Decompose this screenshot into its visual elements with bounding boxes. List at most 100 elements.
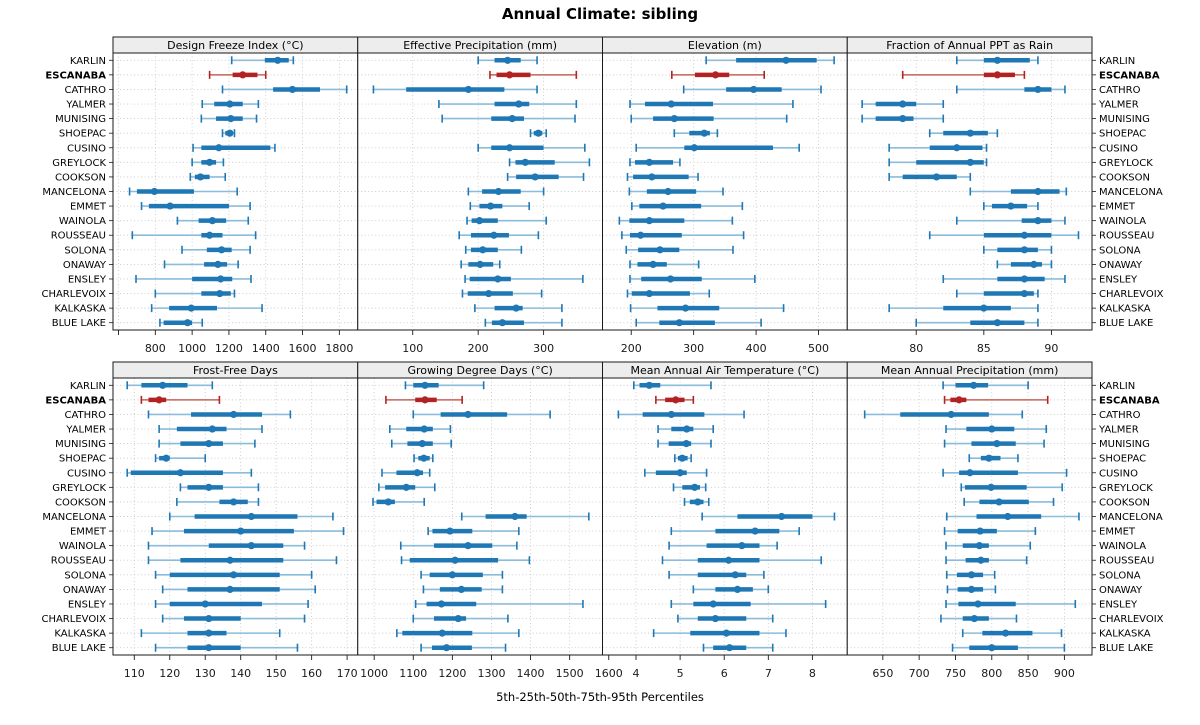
interval-munising: [657, 439, 712, 448]
median-dot: [676, 469, 684, 477]
median-dot: [421, 396, 429, 404]
interval-mancelona: [945, 512, 1080, 521]
interval-solona: [464, 245, 523, 254]
interval-yalmer: [629, 100, 794, 109]
x-tick-label: 8: [809, 667, 816, 680]
station-label-left: YALMER: [65, 425, 106, 436]
interval-charlevoix: [161, 614, 306, 623]
station-label-left: CHARLEVOIX: [41, 289, 106, 300]
station-label-right: BLUE LAKE: [1099, 643, 1153, 654]
interval-cusino: [381, 468, 431, 477]
median-dot: [176, 469, 184, 477]
x-tick-label: 650: [872, 667, 893, 680]
panel-frost-free-days: Frost-Free Days 110 120 130 140 150 160 170: [112, 361, 359, 680]
station-label-right: ONAWAY: [1099, 585, 1143, 596]
station-label-right: MANCELONA: [1099, 187, 1163, 198]
station-label-left: COOKSON: [55, 172, 106, 183]
interval-yalmer: [201, 100, 260, 109]
median-dot: [670, 115, 678, 123]
median-dot: [782, 56, 790, 64]
interval-charlevoix: [677, 614, 774, 623]
median-dot: [648, 173, 656, 181]
interval-cookson: [683, 497, 710, 506]
median-dot: [711, 614, 719, 623]
median-dot: [977, 556, 985, 564]
interval-cookson: [506, 172, 585, 181]
station-label-left: EMMET: [70, 202, 107, 213]
median-dot: [966, 129, 974, 137]
station-label-left: KARLIN: [70, 56, 106, 67]
median-dot: [993, 71, 1001, 79]
median-dot: [230, 571, 238, 579]
interval-escanaba: [140, 395, 221, 404]
median-dot: [464, 85, 472, 94]
interval-mancelona: [460, 512, 590, 521]
median-dot: [205, 440, 213, 448]
station-label-right: WAINOLA: [1099, 216, 1146, 227]
median-dot: [970, 614, 978, 623]
interval-shoepac: [154, 454, 207, 463]
station-label-left: ESCANABA: [45, 395, 106, 406]
x-tick-label: 130: [195, 667, 216, 680]
station-label-left: ROUSSEAU: [51, 556, 106, 567]
median-dot: [205, 644, 213, 652]
median-dot: [1001, 629, 1010, 637]
interval-onaway: [996, 260, 1053, 269]
median-dot: [230, 498, 238, 506]
interval-munising: [861, 114, 945, 123]
station-label-right: CHARLEVOIX: [1099, 289, 1164, 300]
median-dot: [237, 527, 245, 535]
interval-shoepac: [674, 454, 692, 463]
station-label-left: ENSLEY: [68, 599, 107, 610]
interval-escanaba: [489, 70, 578, 79]
interval-munising: [390, 439, 452, 448]
median-dot: [656, 246, 664, 254]
interval-solona: [420, 570, 504, 579]
interval-charlevoix: [154, 289, 236, 298]
median-dot: [464, 542, 472, 550]
panel-title: Effective Precipitation (mm): [403, 39, 557, 52]
panel-title: Mean Annual Air Temperature (°C): [631, 364, 820, 377]
interval-onaway: [946, 585, 997, 594]
median-dot: [420, 454, 428, 462]
median-dot: [486, 202, 495, 210]
panel-title: Growing Degree Days (°C): [407, 364, 552, 377]
median-dot: [494, 275, 502, 283]
station-label-left: SHOEPAC: [59, 454, 106, 465]
median-dot: [505, 144, 514, 152]
interval-ensley: [945, 599, 1077, 608]
interval-wainola: [955, 216, 1066, 225]
x-tick-label: 120: [159, 667, 180, 680]
interval-emmet: [670, 527, 800, 536]
station-label-left: MUNISING: [55, 439, 106, 450]
median-dot: [993, 440, 1001, 448]
x-tick-label: 750: [945, 667, 966, 680]
x-tick-label: 1000: [178, 342, 206, 355]
x-tick-label: 1600: [289, 342, 317, 355]
median-dot: [420, 425, 428, 433]
x-tick-label: 1800: [325, 342, 353, 355]
median-dot: [226, 100, 234, 108]
median-dot: [636, 231, 645, 239]
median-dot: [691, 483, 699, 491]
median-dot: [659, 202, 667, 210]
interval-cathro: [372, 85, 538, 94]
interval-emmet: [631, 202, 744, 211]
station-label-left: KALKASKA: [54, 304, 106, 315]
median-dot: [206, 231, 214, 239]
median-dot: [508, 115, 516, 123]
station-label-left: GREYLOCK: [52, 158, 106, 169]
interval-cathro: [863, 410, 1024, 419]
median-dot: [664, 187, 672, 196]
x-tick-label: 400: [746, 342, 767, 355]
median-dot: [731, 571, 739, 579]
station-label-right: ROUSSEAU: [1099, 231, 1154, 242]
median-dot: [155, 396, 163, 404]
station-label-right: MANCELONA: [1099, 512, 1163, 523]
station-label-right: ESCANABA: [1099, 70, 1160, 81]
interval-karlin: [126, 381, 214, 390]
x-tick-label: 85: [977, 342, 991, 355]
median-dot: [247, 512, 255, 521]
station-label-right: ROUSSEAU: [1099, 556, 1154, 567]
interval-greylock: [629, 158, 681, 167]
